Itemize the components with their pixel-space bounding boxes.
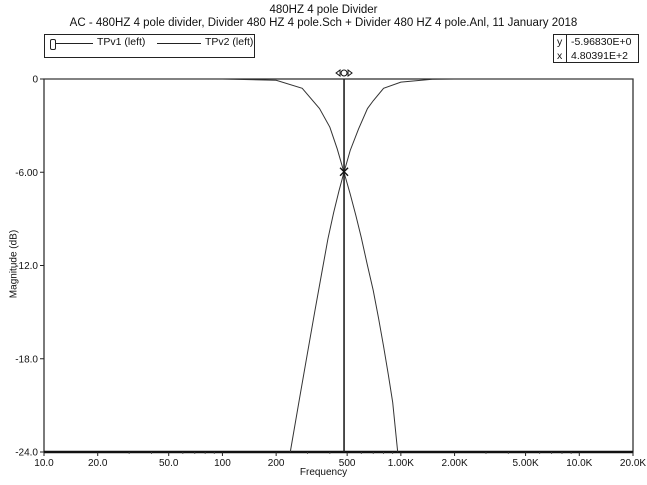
series-line-2 [289,78,633,453]
legend-line-tpv2 [157,43,201,44]
x-tick-label: 10.0K [566,458,592,469]
legend[interactable]: TPv1 (left) TPv2 (left) [44,34,255,58]
legend-line-tpv1 [55,43,93,44]
x-tick-label: 2.00K [442,458,468,469]
series-line-1 [44,78,399,453]
cursor-readout: y -5.96830E+0 x 4.80391E+2 [553,34,639,63]
legend-item-tpv2: TPv2 (left) [205,36,254,48]
readout-y-value: -5.96830E+0 [571,36,632,48]
plot-frame [43,78,634,453]
cursor-marker-icon [339,167,349,177]
x-tick-label: 100 [214,458,231,469]
legend-handle-icon[interactable] [50,39,56,50]
readout-divider [566,35,567,62]
readout-row-y: y -5.96830E+0 [554,35,640,49]
cursor-handle-icon[interactable] [335,69,353,77]
readout-x-value: 4.80391E+2 [571,50,628,62]
readout-y-key: y [557,36,563,48]
x-tick-label: 500 [339,458,356,469]
x-tick-label: 200 [268,458,285,469]
x-tick-label: 20.0K [620,458,646,469]
x-tick-label: 10.0 [34,458,54,469]
chart-title: 480HZ 4 pole Divider [269,4,378,16]
y-tick-label: -6.00 [15,168,38,179]
y-tick-label: -24.0 [15,448,38,459]
x-tick-label: 1.00K [388,458,414,469]
y-tick-label: -12.0 [15,261,38,272]
x-tick-label: 5.00K [513,458,539,469]
legend-item-tpv1: TPv1 (left) [97,36,146,48]
y-tick-label: -18.0 [15,354,38,365]
readout-x-key: x [557,50,563,62]
chart-subtitle: AC - 480HZ 4 pole divider, Divider 480 H… [69,17,578,29]
readout-row-x: x 4.80391E+2 [554,49,640,63]
y-tick-label: 0 [32,75,38,86]
x-tick-label: 50.0 [159,458,179,469]
x-tick-label: 20.0 [88,458,108,469]
x-axis-title: Frequency [299,467,348,478]
